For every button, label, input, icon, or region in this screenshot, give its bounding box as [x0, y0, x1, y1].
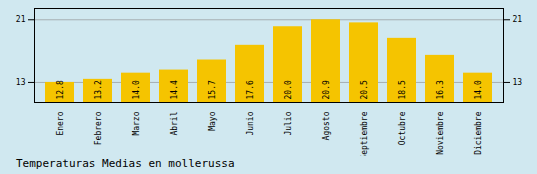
svg-text:Junio: Junio [246, 111, 255, 135]
svg-text:Enero: Enero [56, 111, 65, 135]
svg-text:20.9: 20.9 [322, 80, 331, 99]
svg-text:18.5: 18.5 [398, 80, 407, 99]
svg-text:15.7: 15.7 [208, 80, 217, 99]
svg-text:Marzo: Marzo [132, 111, 141, 135]
svg-text:13: 13 [513, 78, 523, 87]
svg-text:20.5: 20.5 [360, 80, 369, 99]
svg-text:Mayo: Mayo [208, 111, 217, 130]
svg-text:20.0: 20.0 [284, 80, 293, 99]
svg-text:Febrero: Febrero [94, 111, 103, 145]
svg-text:13.2: 13.2 [94, 80, 103, 99]
svg-text:16.3: 16.3 [436, 80, 445, 99]
svg-text:17.6: 17.6 [246, 80, 255, 99]
svg-text:Julio: Julio [284, 111, 293, 135]
svg-text:13: 13 [16, 78, 26, 87]
html-text:Temperaturas Medias en molleru: Temperaturas Medias en mollerussa [16, 157, 235, 170]
svg-text:14.4: 14.4 [170, 80, 179, 99]
svg-text:Octubre: Octubre [398, 111, 407, 145]
svg-text:Noviembre: Noviembre [436, 111, 445, 155]
svg-text:21: 21 [513, 15, 523, 24]
svg-text:Abril: Abril [170, 111, 179, 135]
svg-text:Agosto: Agosto [322, 111, 331, 140]
svg-text:14.0: 14.0 [132, 80, 141, 99]
svg-text:Diciembre: Diciembre [474, 111, 483, 155]
svg-text:12.8: 12.8 [56, 80, 65, 99]
svg-text:14.0: 14.0 [474, 80, 483, 99]
svg-text:Septiembre: Septiembre [360, 111, 369, 156]
svg-text:21: 21 [16, 15, 26, 24]
